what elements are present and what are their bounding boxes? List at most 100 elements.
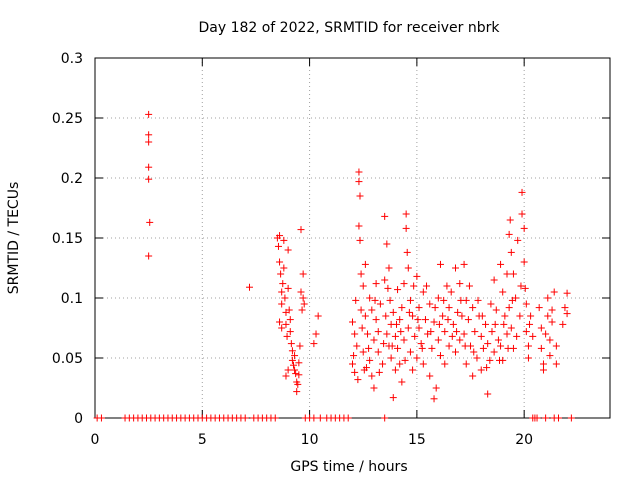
data-point [404,324,412,332]
data-point [271,414,279,422]
data-point [349,360,356,368]
data-point [372,316,380,324]
data-point [383,240,391,248]
data-point [423,282,431,290]
data-point [344,414,352,422]
data-point [544,312,552,320]
data-point [391,332,399,340]
data-point [445,304,453,312]
data-point [529,332,537,340]
data-point [398,378,406,386]
data-point [411,332,419,340]
data-point [375,368,383,376]
data-point [385,264,393,272]
data-point [483,364,491,372]
data-point [293,388,301,396]
data-point [400,336,408,344]
data-point [145,252,153,260]
data-point [507,248,515,256]
data-point [539,366,547,374]
data-point [361,260,369,268]
data-point [355,168,363,176]
data-point [294,380,302,388]
data-point [409,366,417,374]
data-point [490,348,498,356]
data-point [370,384,378,392]
data-point [441,360,449,368]
data-point [567,414,575,422]
data-point [471,328,479,336]
data-point [434,336,442,344]
data-point [460,260,468,268]
data-point [417,340,425,348]
data-point [563,310,571,318]
data-point [537,344,545,352]
data-point [552,342,560,350]
data-point [145,163,153,171]
data-point [312,330,320,338]
data-point [406,296,414,304]
data-point [542,414,550,422]
data-point [508,296,516,304]
data-point [504,344,512,352]
data-point [396,360,404,368]
data-point [552,360,560,368]
data-point [518,188,526,196]
data-point [401,356,409,364]
data-point [146,218,154,226]
data-point [381,276,389,284]
data-point [500,320,508,328]
data-point [436,260,444,268]
data-point [434,294,442,302]
data-point [561,304,569,312]
data-point [246,283,253,291]
data-point [419,288,427,296]
data-point [518,210,526,218]
data-point [415,324,423,332]
data-point [477,366,485,374]
y-tick-label: 0.3 [61,51,83,67]
data-point [456,336,464,344]
data-point [484,340,492,348]
data-point [351,330,359,338]
data-point [365,344,373,352]
x-tick-label: 0 [91,432,100,448]
data-point [465,282,473,290]
data-point [391,366,399,374]
data-point [349,318,356,326]
data-point [350,352,358,360]
data-point [97,414,105,422]
data-point [524,354,532,362]
data-points [93,110,575,422]
data-point [470,348,478,356]
data-point [353,342,361,350]
data-point [316,414,324,422]
data-point [413,354,421,362]
data-point [430,318,438,326]
data-point [516,312,524,320]
data-point [300,300,308,308]
data-point [469,304,477,312]
data-point [458,312,466,320]
data-point [533,414,541,422]
x-tick-label: 15 [408,432,426,448]
data-point [359,348,367,356]
data-point [439,312,447,320]
data-point [274,242,282,250]
data-point [386,296,394,304]
data-point [461,342,469,350]
data-point [478,312,486,320]
data-point [452,264,459,272]
data-point [503,330,511,338]
data-point [419,360,427,368]
data-point [397,328,405,336]
y-tick-label: 0.15 [52,231,83,247]
data-point [299,294,307,302]
data-point [445,342,453,350]
data-point [288,356,296,364]
data-point [354,376,362,384]
data-point [413,272,421,280]
data-point [359,282,367,290]
data-point [298,306,306,314]
